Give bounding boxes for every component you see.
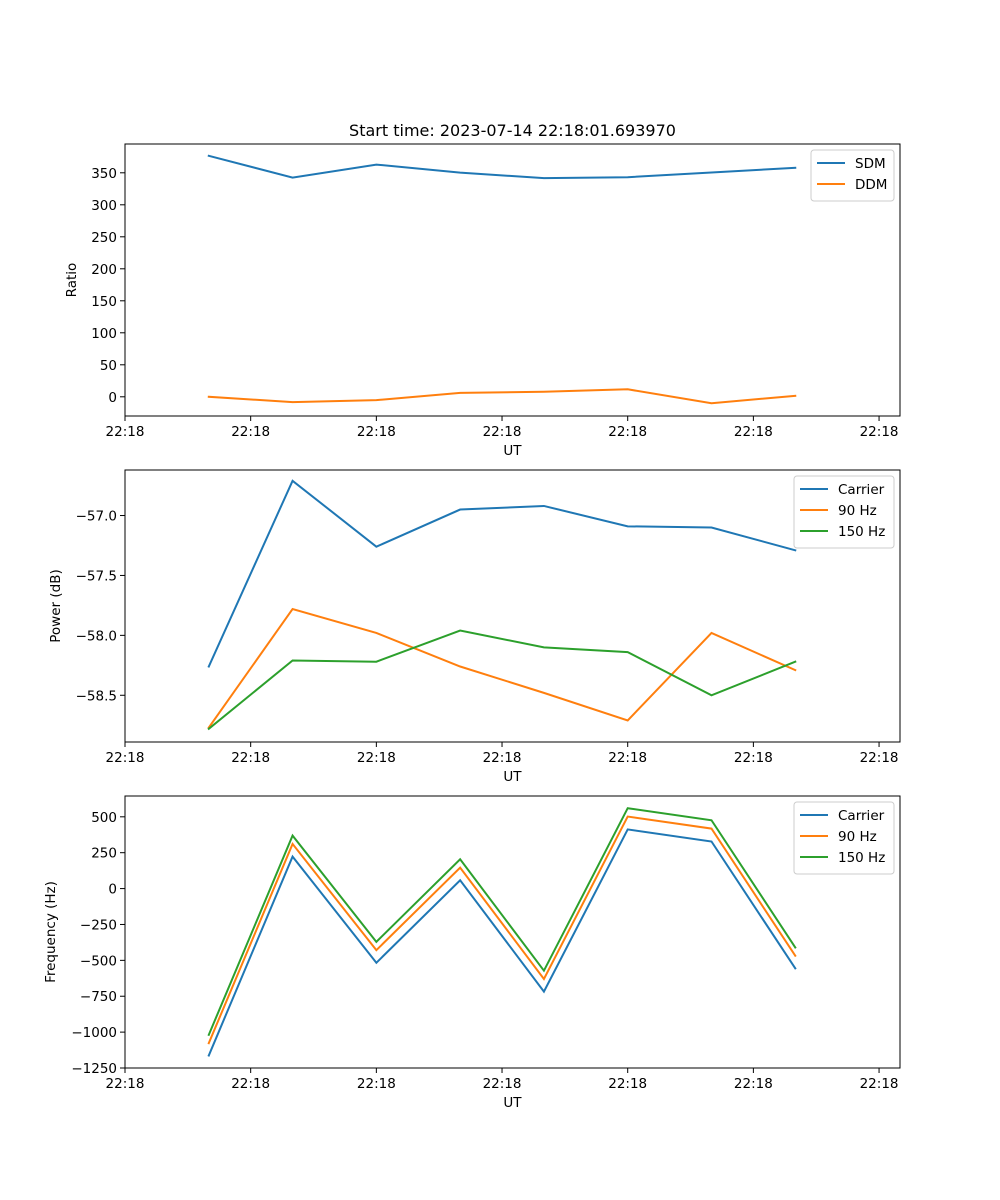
series-line-ddm <box>207 388 797 405</box>
y-tick-label: 250 <box>91 230 117 246</box>
x-tick-label: 22:18 <box>357 424 396 440</box>
x-tick-label: 22:18 <box>608 750 647 766</box>
x-tick-label: 22:18 <box>860 1076 899 1092</box>
x-tick-label: 22:18 <box>357 1076 396 1092</box>
legend-label: 150 Hz <box>838 850 885 866</box>
y-tick-label: 0 <box>108 390 117 406</box>
x-tick-label: 22:18 <box>231 1076 270 1092</box>
x-tick-label: 22:18 <box>483 424 522 440</box>
y-tick-label: 50 <box>100 358 117 374</box>
x-axis-label: UT <box>503 1095 522 1111</box>
x-axis-label: UT <box>503 769 522 785</box>
y-tick-label: −500 <box>80 953 117 969</box>
y-tick-label: −250 <box>80 917 117 933</box>
x-tick-label: 22:18 <box>106 1076 145 1092</box>
x-tick-label: 22:18 <box>608 424 647 440</box>
series-line-carrier <box>207 479 797 668</box>
legend-label: Carrier <box>838 482 885 498</box>
y-tick-label: 200 <box>91 262 117 278</box>
axes-frame <box>124 795 901 1069</box>
x-tick-label: 22:18 <box>106 424 145 440</box>
series-line-150-hz <box>207 807 797 1037</box>
x-tick-label: 22:18 <box>734 424 773 440</box>
x-tick-label: 22:18 <box>734 750 773 766</box>
y-tick-label: 350 <box>91 166 117 182</box>
y-axis-label: Power (dB) <box>48 569 64 642</box>
y-tick-label: 250 <box>91 846 117 862</box>
x-tick-label: 22:18 <box>231 424 270 440</box>
x-tick-label: 22:18 <box>860 424 899 440</box>
legend-label: Carrier <box>838 808 885 824</box>
x-tick-label: 22:18 <box>231 750 270 766</box>
series-line-90-hz <box>207 607 797 730</box>
y-tick-label: 100 <box>91 326 117 342</box>
series-line-150-hz <box>207 629 797 731</box>
y-tick-label: −57.0 <box>76 509 117 525</box>
chart-panel-1: 22:18 22:18 22:18 22:18 22:18 22:18 22:18 0 50 10… <box>64 143 901 459</box>
y-tick-label: −1000 <box>71 1025 117 1041</box>
series-line-carrier <box>207 828 797 1057</box>
x-tick-label: 22:18 <box>608 1076 647 1092</box>
y-axis-label: Frequency (Hz) <box>43 881 59 983</box>
chart-panel-3: 22:18 22:18 22:18 22:18 22:18 22:18 22:18−1250… <box>43 795 901 1111</box>
legend: Carrier 90 Hz 150 Hz <box>793 801 895 875</box>
x-tick-label: 22:18 <box>860 750 899 766</box>
x-tick-label: 22:18 <box>357 750 396 766</box>
legend-label: DDM <box>855 177 887 193</box>
x-axis-label: UT <box>503 443 522 459</box>
legend-label: SDM <box>855 156 886 172</box>
y-tick-label: −57.5 <box>76 568 117 584</box>
x-tick-label: 22:18 <box>106 750 145 766</box>
legend-label: 90 Hz <box>838 503 877 519</box>
legend: Carrier 90 Hz 150 Hz <box>793 475 895 549</box>
legend-label: 90 Hz <box>838 829 877 845</box>
x-tick-label: 22:18 <box>483 750 522 766</box>
y-tick-label: −1250 <box>71 1061 117 1077</box>
legend: SDM DDM <box>810 149 895 202</box>
y-tick-label: 0 <box>108 882 117 898</box>
axes-frame <box>124 469 901 743</box>
figure-title: Start time: 2023-07-14 22:18:01.693970 <box>349 121 676 140</box>
y-tick-label: −58.0 <box>76 628 117 644</box>
y-tick-label: 150 <box>91 294 117 310</box>
legend-label: 150 Hz <box>838 524 885 540</box>
y-tick-label: 300 <box>91 198 117 214</box>
series-line-90-hz <box>207 815 797 1045</box>
chart-panel-2: 22:18 22:18 22:18 22:18 22:18 22:18 22:18 −58.5… <box>48 469 901 785</box>
y-tick-label: −750 <box>80 989 117 1005</box>
y-tick-label: −58.5 <box>76 688 117 704</box>
series-line-sdm <box>207 154 797 180</box>
y-tick-label: 500 <box>91 810 117 826</box>
axes-frame <box>124 143 901 417</box>
y-axis-label: Ratio <box>64 263 80 298</box>
x-tick-label: 22:18 <box>483 1076 522 1092</box>
x-tick-label: 22:18 <box>734 1076 773 1092</box>
